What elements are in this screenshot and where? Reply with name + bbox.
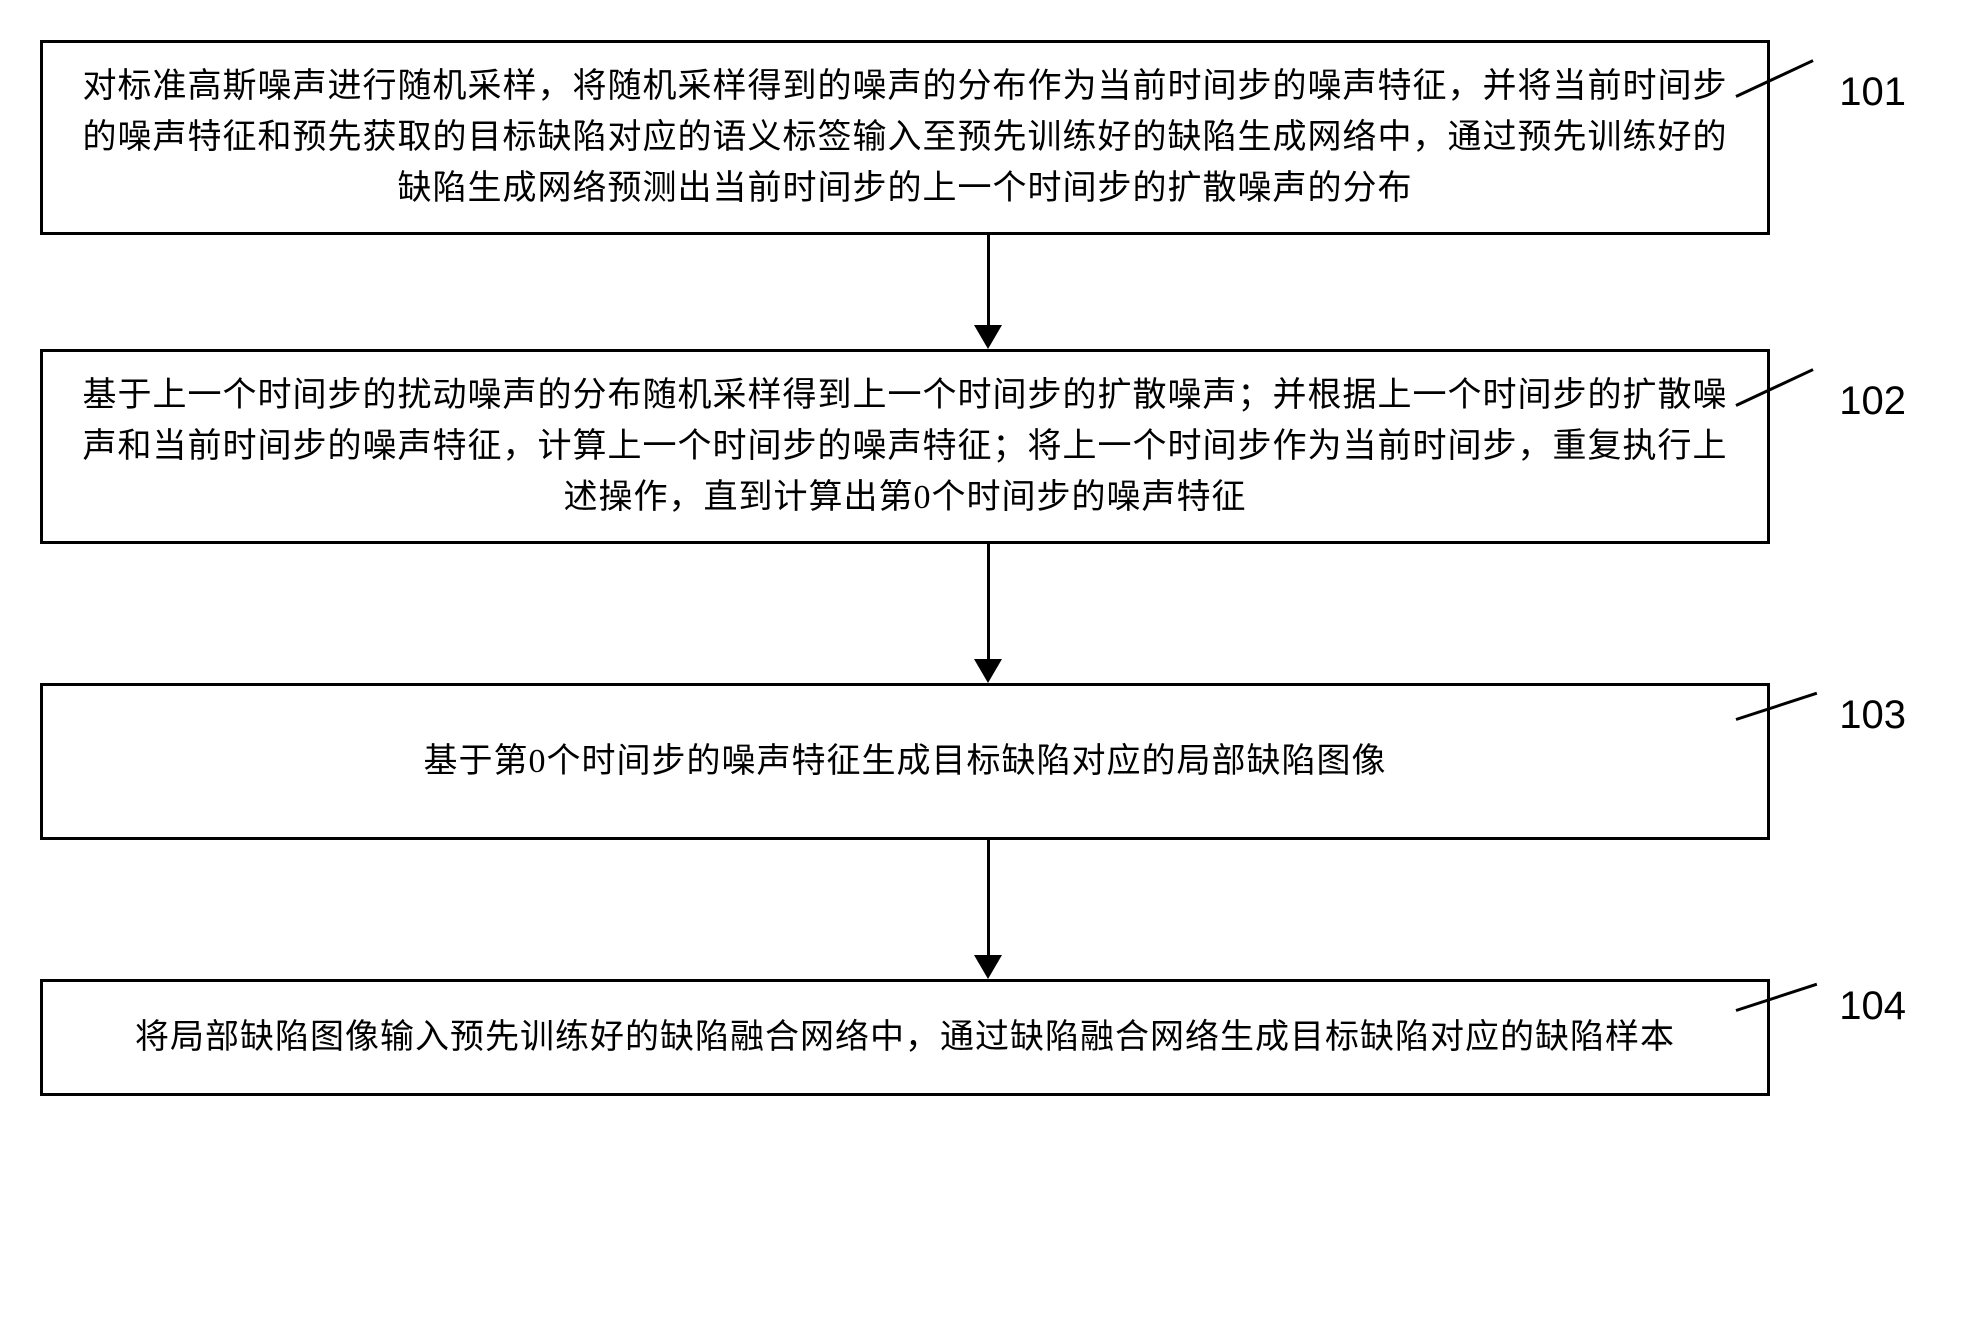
step-label-104: 104 [1839, 984, 1906, 1029]
arrow-icon [974, 840, 1002, 979]
step-box-102: 基于上一个时间步的扰动噪声的分布随机采样得到上一个时间步的扩散噪声；并根据上一个… [40, 349, 1770, 544]
step-box-101: 对标准高斯噪声进行随机采样，将随机采样得到的噪声的分布作为当前时间步的噪声特征，… [40, 40, 1770, 235]
step-label-101: 101 [1839, 70, 1906, 115]
step-row-101: 对标准高斯噪声进行随机采样，将随机采样得到的噪声的分布作为当前时间步的噪声特征，… [40, 40, 1936, 235]
arrow-icon [974, 235, 1002, 349]
step-row-103: 基于第0个时间步的噪声特征生成目标缺陷对应的局部缺陷图像 103 [40, 683, 1936, 840]
step-label-103: 103 [1839, 693, 1906, 738]
step-box-103: 基于第0个时间步的噪声特征生成目标缺陷对应的局部缺陷图像 [40, 683, 1770, 840]
step-row-102: 基于上一个时间步的扰动噪声的分布随机采样得到上一个时间步的扩散噪声；并根据上一个… [40, 349, 1936, 544]
step-box-104: 将局部缺陷图像输入预先训练好的缺陷融合网络中，通过缺陷融合网络生成目标缺陷对应的… [40, 979, 1770, 1096]
step-row-104: 将局部缺陷图像输入预先训练好的缺陷融合网络中，通过缺陷融合网络生成目标缺陷对应的… [40, 979, 1936, 1096]
arrow-icon [974, 544, 1002, 683]
step-label-102: 102 [1839, 379, 1906, 424]
flowchart-container: 对标准高斯噪声进行随机采样，将随机采样得到的噪声的分布作为当前时间步的噪声特征，… [40, 40, 1936, 1096]
arrow-after-103 [123, 840, 1853, 979]
arrow-after-102 [123, 544, 1853, 683]
arrow-after-101 [123, 235, 1853, 349]
